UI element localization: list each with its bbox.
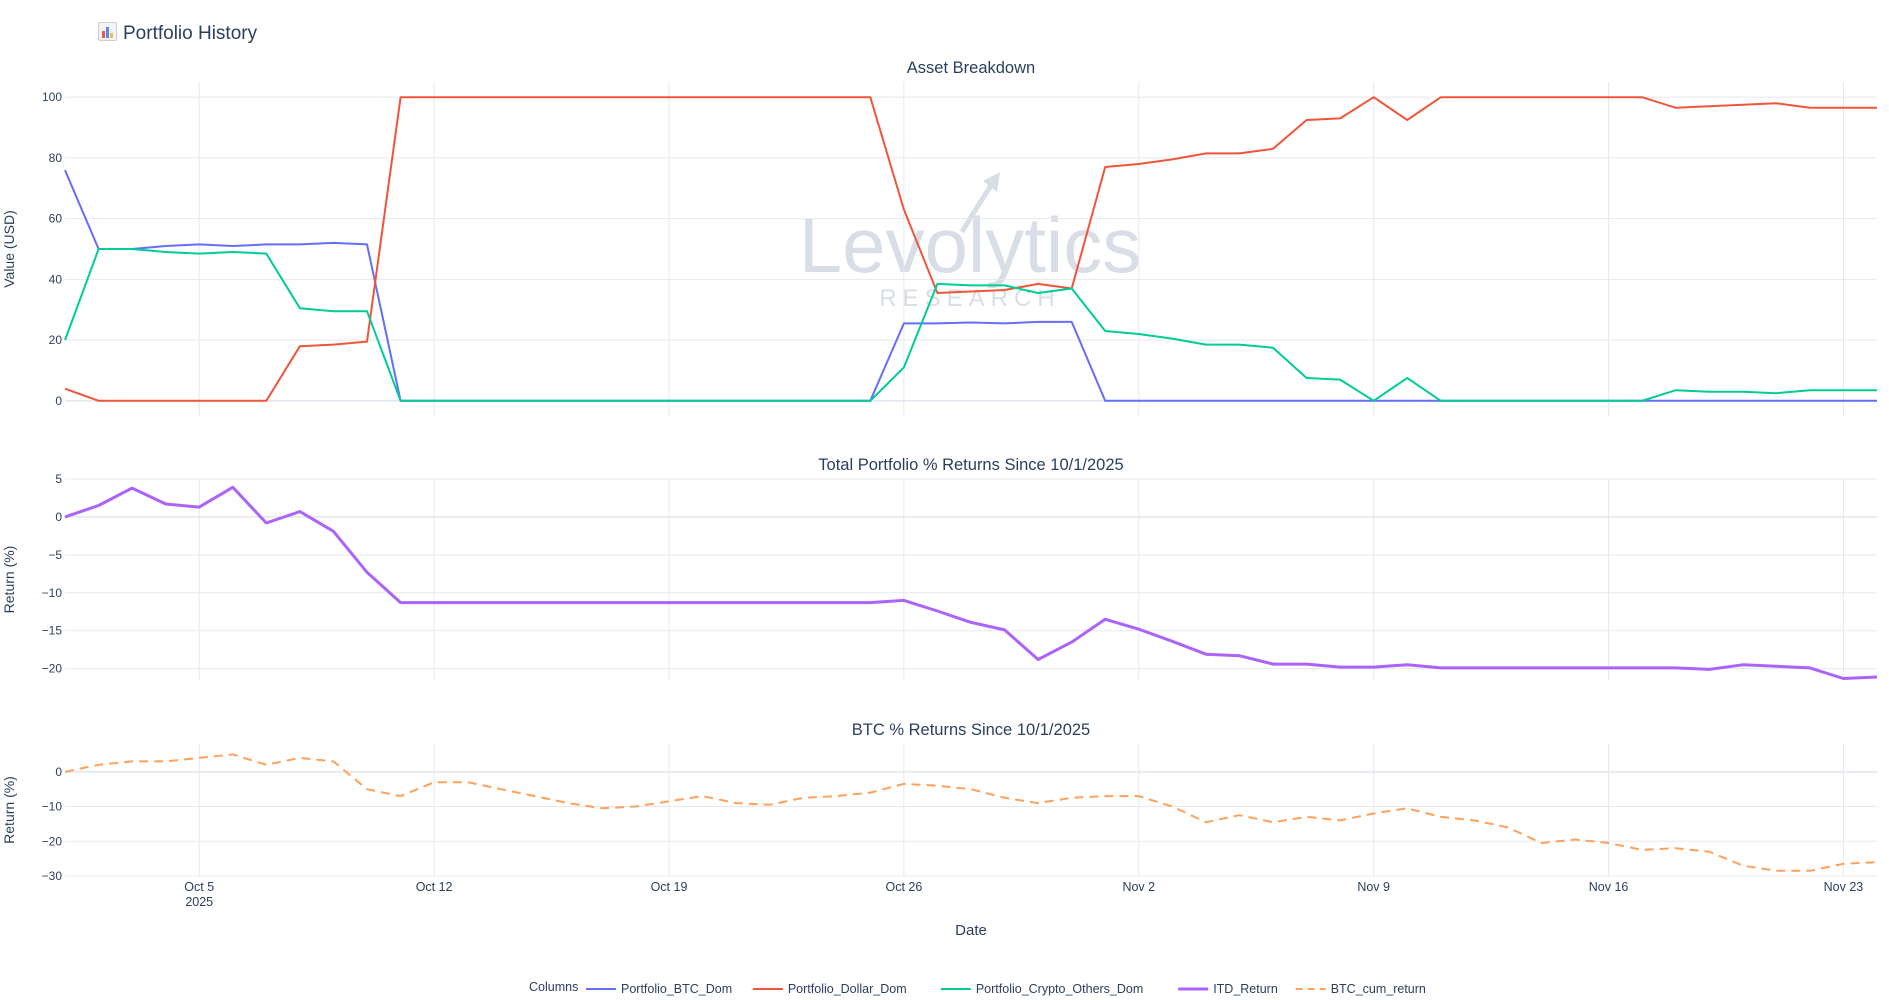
y-axis-label: Return (%)	[1, 776, 17, 844]
legend-item[interactable]: ITD_Return	[1178, 982, 1278, 996]
y-tick-label: −10	[42, 586, 63, 600]
subplot-title: BTC % Returns Since 10/1/2025	[852, 721, 1090, 739]
legend-title: Columns	[529, 980, 578, 994]
series-line-portfolio-dollar-dom	[64, 96, 1877, 402]
y-tick-label: 60	[49, 212, 63, 226]
legend-label: BTC_cum_return	[1331, 982, 1426, 996]
y-tick-label: −20	[42, 834, 63, 848]
subplot-3: 0 −10 −20 −30 BTC % Returns Since 10/1/2025 R…	[1, 721, 1878, 883]
y-tick-label: 5	[55, 472, 62, 486]
y-tick-label: −30	[42, 869, 63, 883]
page-title-text: Portfolio History	[123, 23, 258, 44]
page-title: Portfolio History	[98, 22, 257, 45]
y-tick-label: 20	[49, 333, 63, 347]
y-axis-label: Value (USD)	[1, 210, 17, 288]
y-tick-label: −15	[42, 624, 63, 638]
y-tick-label: −5	[48, 548, 62, 562]
x-tick-label: Nov 2	[1122, 880, 1155, 894]
x-tick-sublabel: 2025	[185, 895, 213, 909]
y-tick-label: 0	[55, 510, 62, 524]
y-tick-label: 0	[55, 394, 62, 408]
subplot-title: Asset Breakdown	[907, 59, 1035, 77]
x-tick-label: Oct 19	[651, 880, 688, 894]
legend-label: Portfolio_Dollar_Dom	[788, 982, 907, 996]
legend-label: Portfolio_BTC_Dom	[621, 982, 732, 996]
legend: Columns	[529, 980, 578, 994]
x-axis-label: Date	[955, 922, 987, 939]
legend-item[interactable]: BTC_cum_return	[1295, 982, 1426, 996]
y-tick-label: 40	[49, 272, 63, 286]
watermark-sub: RESEARCH	[879, 285, 1060, 312]
x-tick-label: Nov 9	[1357, 880, 1390, 894]
series-line-btc-cum-return	[64, 753, 1878, 872]
y-tick-label: −20	[42, 662, 63, 676]
subplot-2: 5 0 −5 −10 −15 −20 Total Portfolio % Returns S…	[1, 456, 1878, 680]
y-tick-label: 0	[55, 765, 62, 779]
x-tick-label: Oct 12	[416, 880, 453, 894]
legend-label: ITD_Return	[1213, 982, 1278, 996]
watermark-arrow-icon	[959, 176, 999, 234]
y-axis-label: Return (%)	[1, 546, 17, 614]
y-tick-label: 100	[42, 90, 62, 104]
legend-label: Portfolio_Crypto_Others_Dom	[976, 982, 1143, 996]
series-line-itd-return	[64, 485, 1878, 680]
y-tick-label: 80	[49, 151, 63, 165]
watermark-arrowhead-icon	[983, 172, 1000, 192]
x-tick-label: Oct 26	[885, 880, 922, 894]
subplot-title: Total Portfolio % Returns Since 10/1/202…	[818, 456, 1123, 474]
legend-item[interactable]: Portfolio_Dollar_Dom	[752, 982, 907, 996]
x-tick-label: Nov 16	[1589, 880, 1629, 894]
legend-item[interactable]: Portfolio_BTC_Dom	[586, 982, 732, 996]
y-tick-label: −10	[42, 800, 63, 814]
x-tick-label: Oct 5	[184, 880, 214, 894]
series-line-portfolio-crypto-others-dom	[64, 248, 1877, 402]
x-tick-label: Nov 23	[1824, 880, 1864, 894]
bar-chart-icon	[98, 22, 117, 41]
subplot-1: 0 20 40 60 80 100 Asset Breakdown Value (USD)	[1, 59, 1877, 416]
legend-item[interactable]: Portfolio_Crypto_Others_Dom	[940, 982, 1143, 996]
